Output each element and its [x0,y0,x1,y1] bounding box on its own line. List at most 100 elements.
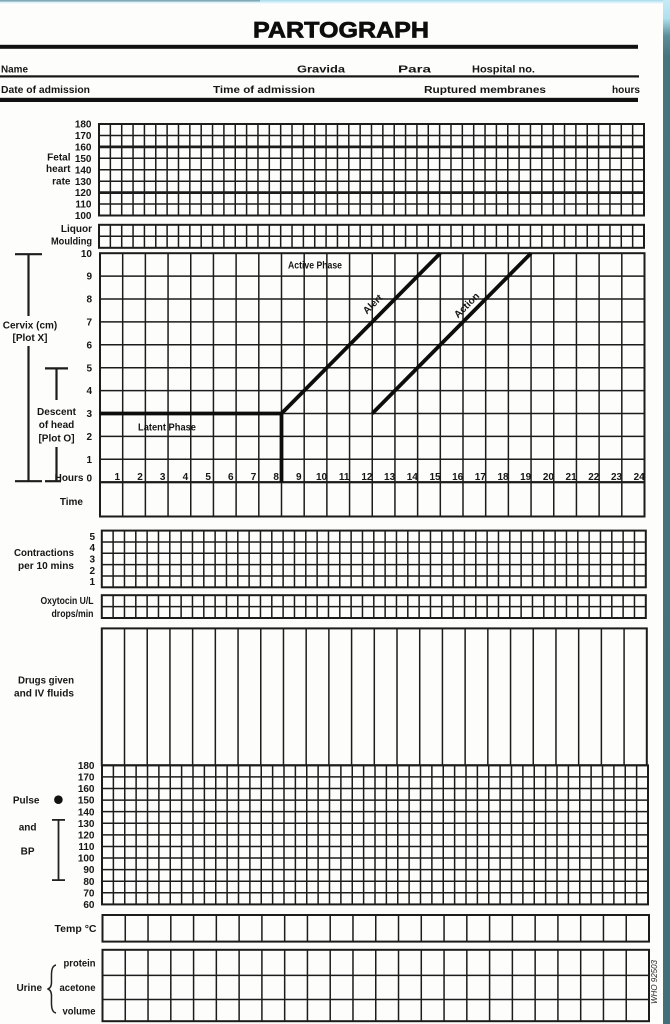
svg-text:19: 19 [520,472,532,483]
svg-text:Gravida: Gravida [297,65,346,76]
svg-text:70: 70 [83,888,95,899]
svg-text:per 10 mins: per 10 mins [18,561,74,572]
svg-text:1: 1 [115,472,121,483]
svg-text:Drugs given: Drugs given [18,676,74,687]
svg-text:10: 10 [81,249,93,260]
svg-text:10: 10 [316,472,328,483]
svg-text:22: 22 [588,472,600,483]
svg-text:180: 180 [75,120,92,131]
svg-text:5: 5 [205,472,211,483]
svg-text:[Plot O]: [Plot O] [38,434,74,445]
svg-text:Date of admission: Date of admission [1,85,90,96]
svg-text:24: 24 [634,472,646,483]
svg-text:18: 18 [497,472,509,483]
svg-text:2: 2 [86,432,92,443]
svg-text:7: 7 [251,472,257,483]
svg-text:14: 14 [407,472,419,483]
svg-text:150: 150 [78,796,95,807]
svg-text:8: 8 [86,295,92,306]
svg-text:1: 1 [86,455,92,466]
svg-text:acetone: acetone [60,983,96,994]
svg-text:1: 1 [89,577,95,588]
svg-text:8: 8 [273,472,279,483]
svg-text:BP: BP [21,847,35,858]
svg-text:130: 130 [78,819,95,830]
svg-text:170: 170 [78,773,95,784]
svg-text:Cervix (cm): Cervix (cm) [3,320,57,331]
svg-text:Urine: Urine [16,983,42,994]
svg-text:Oxytocin U/L: Oxytocin U/L [41,596,94,607]
svg-text:of head: of head [39,420,75,431]
svg-text:11: 11 [339,472,350,483]
svg-text:130: 130 [75,177,92,188]
svg-text:4: 4 [86,386,92,397]
svg-text:140: 140 [75,165,92,176]
svg-text:Latent Phase: Latent Phase [138,422,196,433]
svg-text:4: 4 [183,472,189,483]
svg-text:160: 160 [75,143,92,154]
svg-text:9: 9 [296,472,302,483]
svg-text:110: 110 [75,200,92,211]
svg-text:2: 2 [137,472,143,483]
svg-text:protein: protein [64,958,96,969]
svg-text:Moulding: Moulding [51,236,92,247]
svg-text:Hospital no.: Hospital no. [472,65,535,76]
svg-text:6: 6 [228,472,234,483]
svg-text:2: 2 [89,566,95,577]
svg-text:3: 3 [86,409,92,420]
svg-text:16: 16 [452,472,464,483]
svg-text:WHO 92503: WHO 92503 [650,959,659,1004]
svg-text:90: 90 [83,865,95,876]
svg-text:100: 100 [75,211,92,222]
svg-text:Para: Para [398,65,432,76]
svg-text:Time: Time [60,497,84,508]
svg-text:12: 12 [361,472,373,483]
svg-text:3: 3 [89,555,95,566]
svg-text:Temp °C: Temp °C [55,924,97,935]
svg-text:60: 60 [83,900,95,911]
svg-text:100: 100 [78,854,95,865]
svg-text:Name: Name [1,65,28,76]
svg-text:140: 140 [78,807,95,818]
svg-text:volume: volume [63,1006,96,1017]
svg-text:13: 13 [384,472,396,483]
svg-text:Liquor: Liquor [61,224,92,235]
svg-text:7: 7 [86,318,92,329]
svg-text:110: 110 [78,842,95,853]
svg-text:Contractions: Contractions [14,548,74,559]
svg-text:120: 120 [78,830,95,841]
svg-text:[Plot X]: [Plot X] [13,333,48,344]
svg-text:Ruptured membranes: Ruptured membranes [424,85,547,96]
svg-text:3: 3 [160,472,166,483]
svg-text:rate: rate [52,177,71,188]
svg-text:17: 17 [475,472,487,483]
svg-text:120: 120 [75,188,92,199]
svg-text:21: 21 [566,472,578,483]
svg-text:heart: heart [46,164,71,175]
svg-text:Pulse: Pulse [13,796,40,807]
svg-text:Time of admission: Time of admission [213,85,315,96]
svg-text:hours: hours [612,85,640,96]
svg-text:Fetal: Fetal [47,153,71,164]
svg-text:9: 9 [86,272,92,283]
svg-text:80: 80 [83,877,95,888]
svg-text:5: 5 [89,532,95,543]
svg-text:20: 20 [543,472,555,483]
svg-text:Hours: Hours [55,473,84,484]
svg-text:Descent: Descent [37,407,77,418]
svg-text:drops/min: drops/min [52,609,94,620]
svg-text:4: 4 [89,543,95,554]
svg-text:15: 15 [429,472,441,483]
svg-text:23: 23 [611,472,623,483]
svg-text:PARTOGRAPH: PARTOGRAPH [253,17,429,42]
svg-text:5: 5 [86,363,92,374]
svg-text:and IV fluids: and IV fluids [14,688,74,699]
svg-text:170: 170 [75,131,92,142]
svg-text:160: 160 [78,784,95,795]
svg-text:0: 0 [86,474,92,485]
svg-text:Active Phase: Active Phase [288,260,342,271]
svg-text:and: and [19,822,37,833]
svg-text:180: 180 [78,761,95,772]
svg-text:150: 150 [75,154,92,165]
svg-text:6: 6 [86,340,92,351]
